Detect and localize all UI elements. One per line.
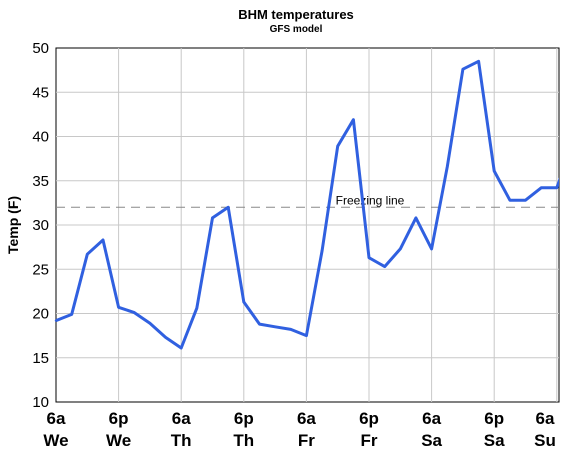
temperature-point [54,319,58,322]
temperature-point [383,265,386,268]
y-ticks: 10 15 20 25 30 35 40 45 50 [32,40,49,411]
series-group [54,59,559,350]
temperature-point [117,306,120,309]
chart-title: BHM temperatures [238,7,354,22]
chart-subtitle: GFS model [270,24,323,35]
x-tick-label: We [106,431,131,450]
temperature-point [180,346,183,350]
temperature-point [540,186,543,189]
temperature-point [477,60,480,63]
x-tick-label: Fr [298,431,315,450]
x-tick-label: Su [534,431,556,450]
y-tick-label: 45 [32,84,49,101]
temperature-point [305,334,308,337]
temperature-point [164,336,167,339]
temperature-point [273,325,277,328]
temperature-point [446,165,449,168]
y-tick-label: 40 [32,129,49,146]
temperature-point [86,253,89,256]
x-tick-label: Sa [484,431,505,450]
reference-line-group: Freezing line [56,193,559,208]
y-tick-label: 10 [32,394,49,411]
x-tick-label: 6p [484,409,504,428]
temperature-point [195,307,198,310]
x-tick-label: Fr [361,431,378,450]
x-ticks: 6a We 6p We 6a Th 6p Th 6a Fr 6p Fr 6a Sa 6p Sa 6a Su [43,409,555,450]
temperature-point [227,206,230,209]
temperature-point [524,199,527,202]
grid [56,48,559,402]
temperature-point [133,311,136,314]
temperature-point [289,328,292,331]
temperature-point [430,247,433,251]
temperature-point [211,216,214,220]
x-tick-label: Th [171,431,192,450]
temperature-series-line [56,59,559,350]
x-tick-label: 6a [422,409,441,428]
temperature-point [258,322,261,326]
temperature-point [336,145,339,148]
temperature-point [555,186,558,189]
x-tick-label: 6p [359,409,379,428]
freezing-line-label: Freezing line [336,193,405,207]
temperature-point [148,322,152,325]
temperature-point [352,118,355,121]
x-tick-label: 6p [234,409,254,428]
y-tick-label: 35 [32,173,49,190]
temperature-point [461,68,465,71]
temperature-point [242,300,245,304]
temperature-point [101,238,105,242]
x-tick-label: 6a [536,409,555,428]
temperature-point [493,169,496,173]
y-tick-label: 30 [32,217,49,234]
x-tick-label: 6p [109,409,129,428]
y-axis-label: Temp (F) [5,196,21,254]
x-tick-label: 6a [172,409,191,428]
x-tick-label: We [43,431,68,450]
temperature-point [320,249,324,252]
y-tick-label: 15 [32,350,49,367]
y-tick-label: 25 [32,261,49,278]
x-tick-label: Sa [421,431,442,450]
x-tick-label: 6a [297,409,316,428]
temperature-point [367,256,371,259]
x-tick-label: 6a [47,409,66,428]
temperature-point [508,199,512,202]
temperature-point [399,247,402,251]
temperature-point [70,313,73,316]
y-tick-label: 20 [32,306,49,323]
x-tick-label: Th [233,431,254,450]
y-tick-label: 50 [32,40,49,57]
temperature-point [414,216,418,220]
